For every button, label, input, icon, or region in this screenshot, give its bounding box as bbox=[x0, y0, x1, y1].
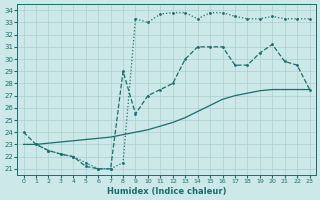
X-axis label: Humidex (Indice chaleur): Humidex (Indice chaleur) bbox=[107, 187, 226, 196]
